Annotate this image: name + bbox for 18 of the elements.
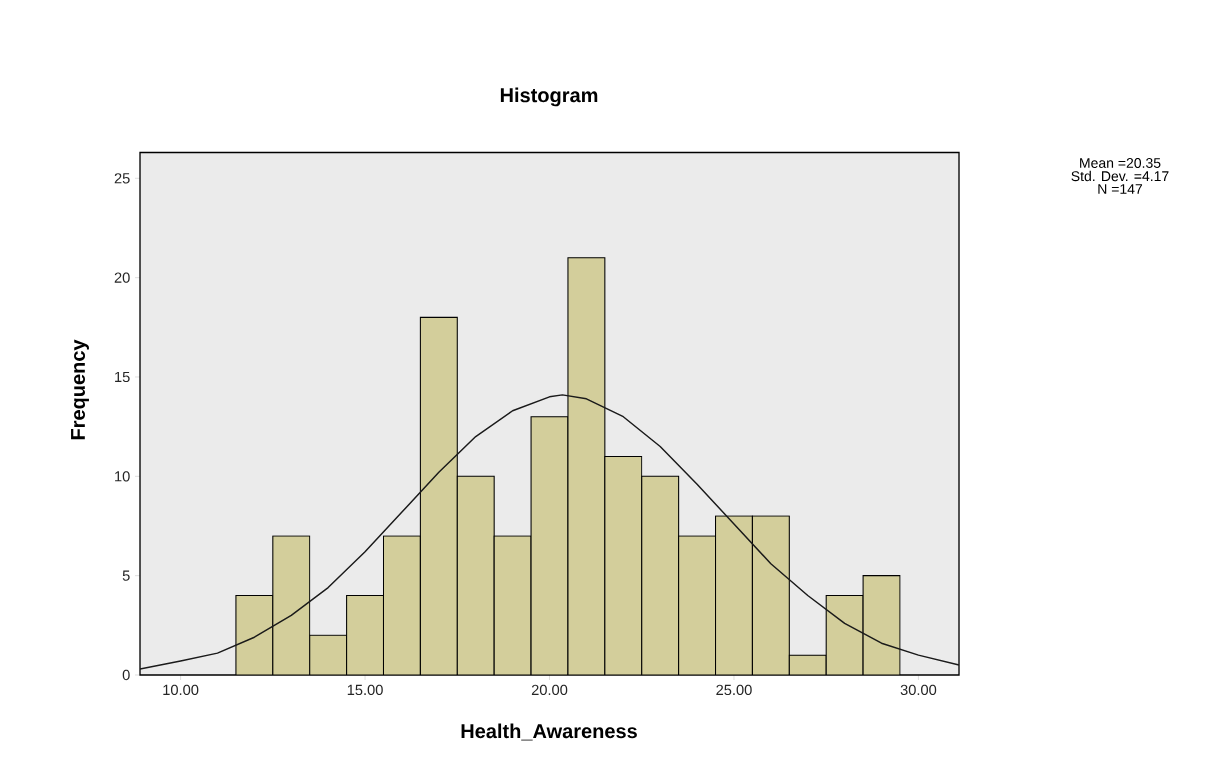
- text: N =147: [1098, 184, 1143, 194]
- x-tick-label: 15.00: [347, 684, 383, 696]
- x-tick-label: 10.00: [163, 684, 199, 696]
- chart-title: Histogram: [500, 87, 598, 107]
- y-tick-label: 25: [114, 173, 130, 184]
- y-axis-title: Frequency: [71, 339, 89, 440]
- x-tick-label: 30.00: [900, 684, 937, 696]
- y-tick-label: 10: [115, 471, 130, 482]
- y-tick-label: 15: [115, 371, 130, 383]
- y-tick-label: 20: [114, 272, 130, 283]
- text: Std. Dev. =4.17: [1071, 170, 1169, 182]
- x-tick-label: 25.00: [716, 684, 752, 696]
- line-series: [140, 394, 960, 670]
- x-tick-label: 20.00: [531, 684, 568, 696]
- x-axis-title: Health_Awareness: [461, 723, 637, 741]
- y-tick-label: 5: [122, 570, 130, 581]
- text: Mean =20.35: [1080, 158, 1161, 168]
- y-tick-label: 0: [122, 669, 130, 681]
